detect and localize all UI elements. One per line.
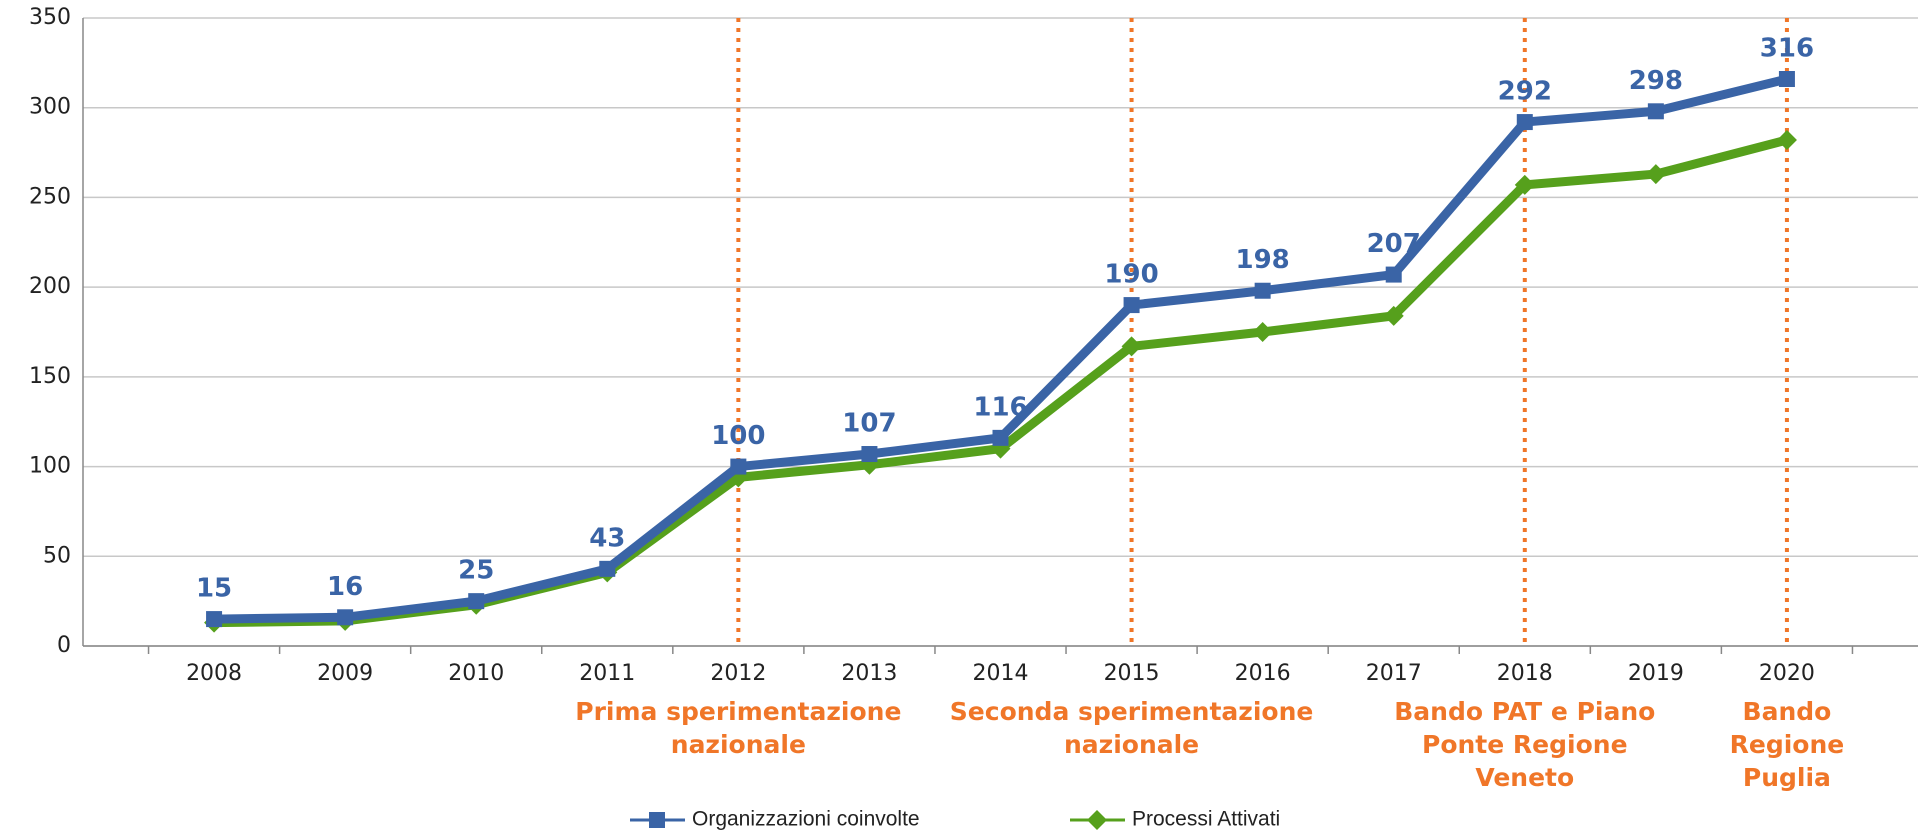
marker <box>1514 174 1535 195</box>
series-line <box>214 74 1789 624</box>
x-tick-label: 2014 <box>973 661 1029 686</box>
x-tick-label: 2010 <box>448 661 504 686</box>
data-label: 25 <box>458 556 494 586</box>
legend-marker <box>649 812 665 828</box>
x-tick-label: 2015 <box>1104 661 1160 686</box>
marker <box>1645 164 1666 185</box>
data-label: 16 <box>327 572 363 602</box>
marker <box>1123 297 1140 314</box>
data-label: 100 <box>711 421 765 451</box>
legend-label: Organizzazioni coinvolte <box>692 808 920 831</box>
y-tick-label: 100 <box>29 454 71 479</box>
x-tick-label: 2020 <box>1759 661 1815 686</box>
x-tick-label: 2009 <box>317 661 373 686</box>
annotation: Bando PAT e Piano <box>1394 697 1655 726</box>
y-tick-label: 200 <box>29 274 71 299</box>
marker <box>206 611 223 628</box>
x-tick-label: 2016 <box>1235 661 1291 686</box>
marker <box>992 429 1009 446</box>
annotation: Seconda sperimentazione <box>950 697 1314 726</box>
marker <box>1776 130 1797 151</box>
marker <box>861 446 878 463</box>
marker <box>1778 71 1795 88</box>
annotation: Prima sperimentazione <box>575 697 901 726</box>
marker <box>1252 322 1273 342</box>
data-label: 198 <box>1236 245 1290 275</box>
y-tick-label: 150 <box>29 364 71 389</box>
annotation: Bando <box>1743 697 1832 726</box>
data-label: 207 <box>1367 229 1421 259</box>
data-label: 190 <box>1104 260 1158 290</box>
annotation: Puglia <box>1743 763 1831 792</box>
y-tick-label: 0 <box>57 633 71 658</box>
marker <box>599 560 616 577</box>
annotation: nazionale <box>671 730 806 759</box>
data-label: 298 <box>1629 66 1683 96</box>
annotation: Regione <box>1730 730 1845 759</box>
x-tick-label: 2017 <box>1366 661 1422 686</box>
data-label: 15 <box>196 574 232 604</box>
y-tick-label: 300 <box>29 95 71 120</box>
y-tick-label: 350 <box>29 5 71 30</box>
y-tick-label: 250 <box>29 184 71 209</box>
marker <box>468 593 485 610</box>
data-label: 116 <box>973 392 1027 422</box>
x-tick-label: 2019 <box>1628 661 1684 686</box>
marker <box>730 458 747 475</box>
marker <box>1647 103 1664 120</box>
annotation: Ponte Regione <box>1422 730 1628 759</box>
marker <box>1516 114 1533 131</box>
x-tick-label: 2013 <box>841 661 897 686</box>
y-tick-label: 50 <box>43 543 71 568</box>
data-label: 43 <box>589 523 625 553</box>
marker <box>337 609 354 626</box>
legend-label: Processi Attivati <box>1132 808 1280 831</box>
x-tick-label: 2011 <box>579 661 635 686</box>
data-label: 107 <box>842 409 896 439</box>
marker <box>1383 305 1404 326</box>
marker <box>1254 282 1271 299</box>
series-line <box>214 135 1789 628</box>
data-label: 292 <box>1498 77 1552 107</box>
annotation: nazionale <box>1064 730 1199 759</box>
x-tick-label: 2012 <box>710 661 766 686</box>
marker <box>1385 266 1402 283</box>
data-label: 316 <box>1760 34 1814 64</box>
x-tick-label: 2008 <box>186 661 242 686</box>
x-tick-label: 2018 <box>1497 661 1553 686</box>
marker <box>1121 336 1142 357</box>
annotation: Veneto <box>1475 763 1574 792</box>
legend-marker <box>1087 810 1107 830</box>
